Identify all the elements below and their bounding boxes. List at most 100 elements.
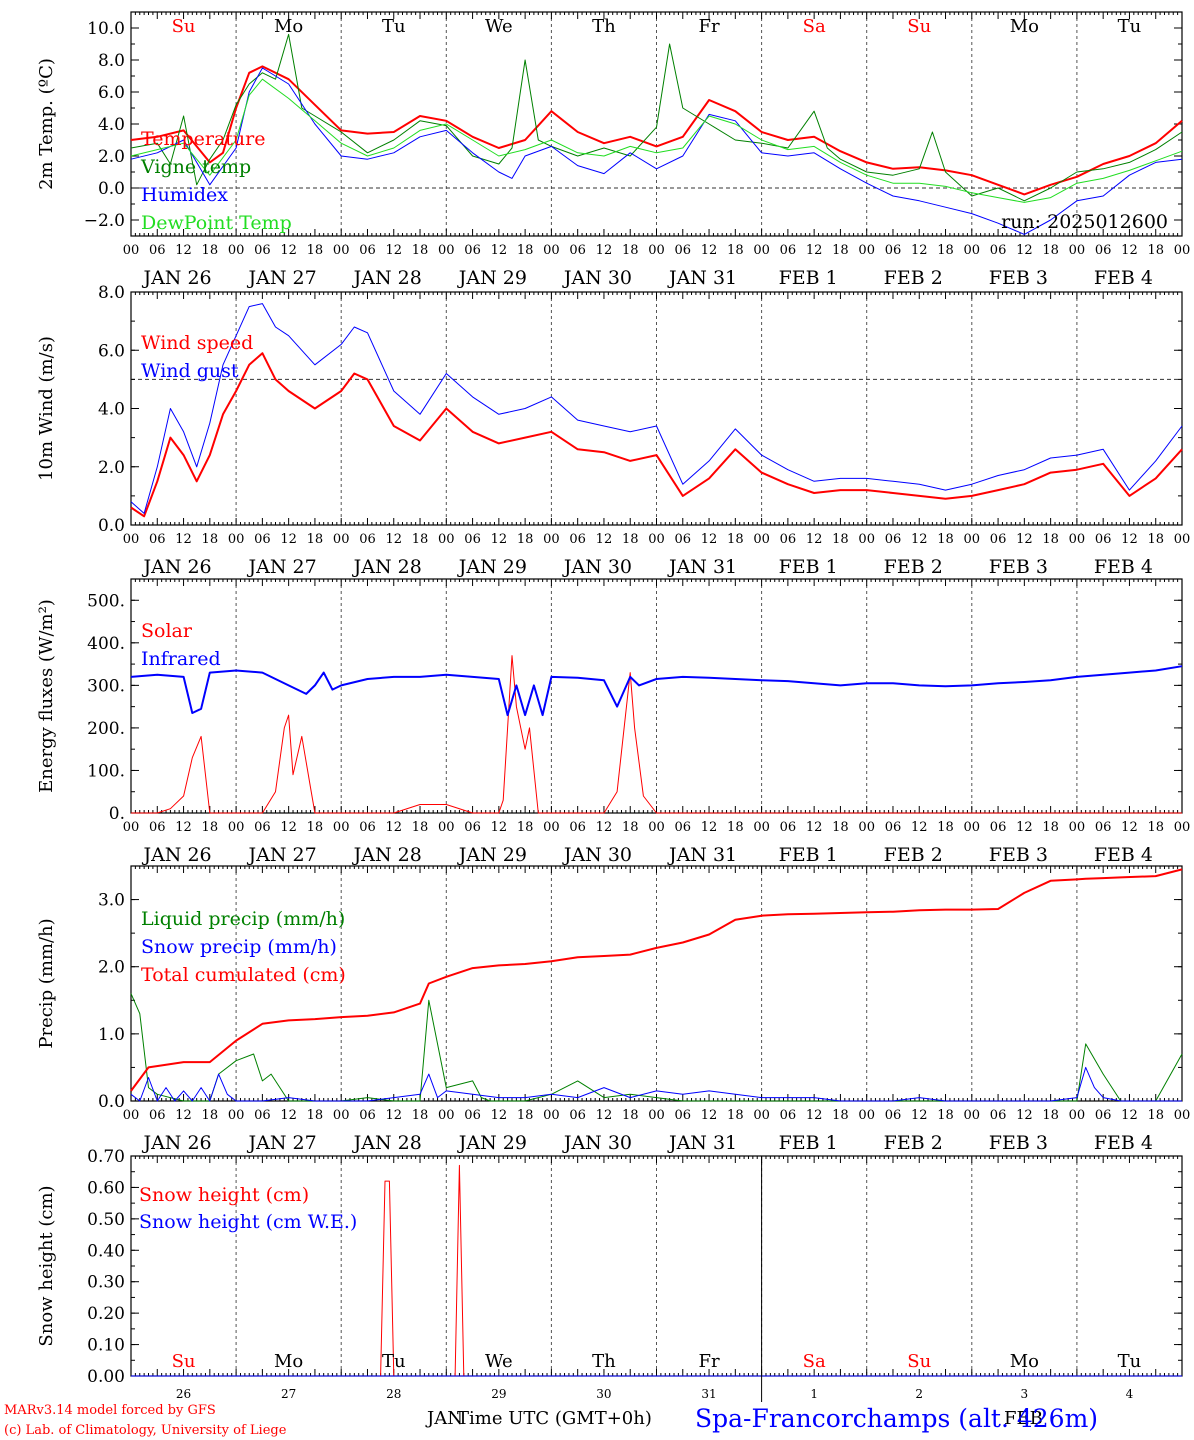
day-number-label: 4 [1126, 1387, 1134, 1401]
hour-tick-label: 12 [280, 1108, 297, 1123]
day-number-label: 28 [386, 1387, 401, 1401]
hour-tick-label: 06 [675, 243, 692, 258]
hour-tick-label: 00 [964, 532, 981, 547]
hour-tick-label: 18 [832, 243, 849, 258]
hour-tick-label: 18 [1042, 820, 1059, 835]
y-tick-label: 0.30 [87, 1273, 125, 1293]
hour-tick-label: 06 [780, 243, 797, 258]
hour-tick-label: 00 [858, 1108, 875, 1123]
hour-tick-label: 12 [280, 243, 297, 258]
date-label: JAN 28 [352, 556, 422, 578]
date-label: JAN 30 [562, 267, 632, 289]
y-tick-label: 0.70 [87, 1147, 125, 1167]
weekday-label: Tu [382, 16, 406, 37]
weekday-label: Mo [1010, 1351, 1039, 1372]
hour-tick-label: 18 [1042, 243, 1059, 258]
date-label: JAN 27 [247, 267, 317, 289]
hour-tick-label: 12 [1016, 1108, 1033, 1123]
hour-tick-label: 06 [149, 820, 166, 835]
hour-tick-label: 18 [727, 243, 744, 258]
legend-entry: Snow precip (mm/h) [141, 936, 337, 958]
weekday-label: We [485, 16, 513, 37]
y-tick-label: 2.0 [98, 458, 125, 478]
y-tick-label: 0.0 [98, 179, 125, 199]
date-label: FEB 3 [989, 267, 1048, 289]
legend-entry: Vigne temp [140, 156, 251, 178]
date-label: JAN 30 [562, 1132, 632, 1154]
hour-tick-label: 12 [175, 820, 192, 835]
hour-tick-label: 12 [175, 243, 192, 258]
hour-tick-label: 00 [753, 820, 770, 835]
y-tick-label: 10.0 [87, 19, 125, 39]
hour-tick-label: 18 [202, 532, 219, 547]
hour-tick-label: 00 [1174, 243, 1191, 258]
hour-tick-label: 00 [1069, 243, 1086, 258]
hour-tick-label: 12 [596, 532, 613, 547]
hour-tick-label: 00 [228, 243, 245, 258]
day-number-label: 1 [810, 1387, 818, 1401]
hour-tick-label: 12 [491, 532, 508, 547]
y-tick-label: 2.0 [98, 147, 125, 167]
y-tick-label: 0.60 [87, 1178, 125, 1198]
hour-tick-label: 00 [228, 532, 245, 547]
date-label: JAN 27 [247, 1132, 317, 1154]
hour-tick-label: 12 [491, 1108, 508, 1123]
hour-tick-label: 18 [622, 243, 639, 258]
date-label: FEB 3 [989, 556, 1048, 578]
hour-tick-label: 18 [202, 820, 219, 835]
hour-tick-label: 06 [1095, 532, 1112, 547]
hour-tick-label: 06 [464, 820, 481, 835]
hour-tick-label: 06 [569, 1108, 586, 1123]
hour-tick-label: 12 [1121, 532, 1138, 547]
y-tick-label: 0. [109, 804, 125, 824]
series-line [130, 665, 1183, 717]
hour-tick-label: 18 [307, 532, 324, 547]
weekday-label: Tu [382, 1351, 406, 1372]
hour-tick-label: 06 [359, 820, 376, 835]
hour-tick-label: 00 [753, 243, 770, 258]
series-line [130, 78, 1183, 203]
hour-tick-label: 18 [1147, 532, 1164, 547]
hour-tick-label: 06 [149, 243, 166, 258]
hour-tick-label: 12 [175, 532, 192, 547]
weekday-label: Su [172, 1351, 196, 1372]
weekday-label: Sa [803, 16, 826, 37]
hour-tick-label: 06 [780, 820, 797, 835]
date-label: FEB 4 [1094, 844, 1153, 866]
y-tick-label: 3.0 [98, 891, 125, 911]
date-label: FEB 1 [779, 556, 838, 578]
hour-tick-label: 18 [937, 243, 954, 258]
y-tick-label: 400. [87, 634, 125, 654]
weekday-label: Fr [699, 1351, 720, 1372]
hour-tick-label: 12 [596, 1108, 613, 1123]
y-tick-label: 100. [87, 761, 125, 781]
date-label: JAN 30 [562, 556, 632, 578]
hour-tick-label: 12 [701, 532, 718, 547]
day-number-label: 29 [491, 1387, 506, 1401]
hour-tick-label: 06 [990, 532, 1007, 547]
hour-tick-label: 06 [885, 532, 902, 547]
hour-tick-label: 00 [1174, 532, 1191, 547]
hour-tick-label: 06 [675, 532, 692, 547]
date-label: JAN 26 [141, 844, 211, 866]
hour-tick-label: 00 [753, 1108, 770, 1123]
weekday-label: Su [172, 16, 196, 37]
hour-tick-label: 00 [333, 1108, 350, 1123]
date-label: JAN 31 [667, 1132, 737, 1154]
y-tick-label: 4.0 [98, 400, 125, 420]
hour-tick-label: 18 [832, 1108, 849, 1123]
date-label: JAN 31 [667, 267, 737, 289]
hour-tick-label: 12 [1121, 1108, 1138, 1123]
y-tick-label: 200. [87, 719, 125, 739]
y-tick-label: 0.40 [87, 1241, 125, 1261]
jan-month-label: JAN [425, 1408, 463, 1429]
hour-tick-label: 18 [1042, 1108, 1059, 1123]
run-label: run: 2025012600 [1001, 211, 1168, 233]
hour-tick-label: 00 [964, 820, 981, 835]
chart-panel-1: −2.0 0.0 2.0 4.0 6.0 8.0 10.0 2m Temp. (ºC) 00 06… [36, 11, 1191, 289]
hour-tick-label: 18 [1147, 820, 1164, 835]
hour-tick-label: 18 [937, 1108, 954, 1123]
time-axis-title: Time UTC (GMT+0h) [457, 1408, 652, 1429]
